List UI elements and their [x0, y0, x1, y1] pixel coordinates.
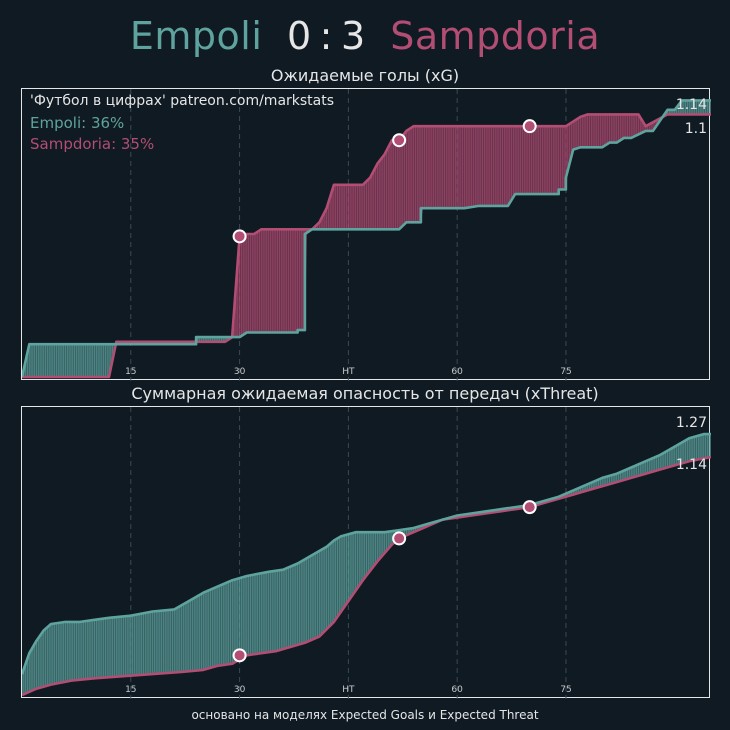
xthreat-chart-panel: 15 30 HT 60 75 1.27 1.14: [21, 406, 711, 699]
away-team-name: Sampdoria: [390, 14, 601, 58]
x-tick-label-1-0: 15: [125, 685, 136, 695]
x-tick-label-0-1: 30: [234, 367, 246, 377]
xg-end-label-away: 1.14: [675, 97, 707, 113]
xg-end-label-home: 1.1: [684, 121, 707, 137]
fill-band-1: [708, 433, 711, 458]
goal-marker-0-1: [392, 133, 407, 148]
xthreat-chart-title: Суммарная ожидаемая опасность от передач…: [131, 384, 599, 403]
away-score: 3: [340, 14, 366, 58]
xg-chart-title: Ожидаемые голы (xG): [270, 66, 460, 85]
away-possession-label: Sampdoria: 35%: [30, 135, 155, 153]
x-tick-label-1-1: 30: [234, 685, 246, 695]
series-line-sampdoria-0: [22, 113, 711, 379]
xg-chart-panel: 15 30 HT 60 75 'Футбол в цифрах' patreon.com…: [21, 88, 711, 381]
score: 0:3: [287, 14, 366, 58]
x-tick-label-1-3: 60: [451, 685, 463, 695]
source-credit: 'Футбол в цифрах' patreon.com/markstats: [30, 93, 335, 109]
xthreat-end-label-away: 1.14: [675, 457, 707, 473]
x-tick-label-0-4: 75: [560, 367, 571, 377]
x-tick-label-0-3: 60: [451, 367, 463, 377]
footer-note: основано на моделях Expected Goals и Exp…: [191, 708, 539, 722]
home-team-name: Empoli: [129, 14, 263, 58]
x-tick-label-0-0: 15: [125, 367, 136, 377]
x-tick-label-1-4: 75: [560, 685, 571, 695]
xg-chart: 15 30 HT 60 75: [22, 89, 711, 381]
home-possession-label: Empoli: 36%: [30, 114, 125, 132]
x-tick-label-1-2: HT: [342, 685, 355, 695]
fill-band-0: [708, 100, 711, 115]
goal-marker-1-0: [232, 648, 247, 663]
goal-marker-0-0: [232, 229, 247, 244]
xthreat-chart: 15 30 HT 60 75: [22, 407, 711, 699]
match-title: Empoli 0:3 Sampdoria: [0, 14, 730, 58]
goal-marker-0-2: [522, 119, 537, 134]
goal-marker-1-1: [392, 531, 407, 546]
x-tick-label-0-2: HT: [342, 367, 355, 377]
home-score: 0: [286, 14, 312, 58]
series-line-empoli-0: [22, 99, 711, 378]
series-line-empoli-1: [22, 432, 711, 675]
score-separator: :: [319, 14, 333, 58]
xthreat-end-label-home: 1.27: [675, 415, 707, 431]
goal-marker-1-2: [522, 500, 537, 515]
